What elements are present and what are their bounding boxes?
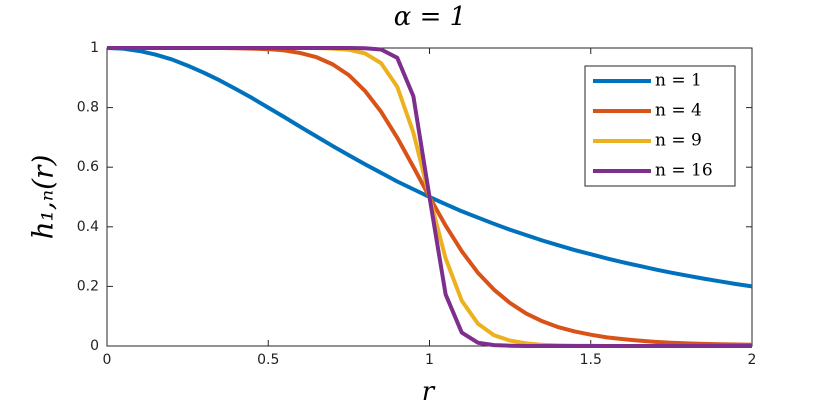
y-tick-label: 0 [90,338,99,354]
x-tick-label: 1.5 [580,352,602,368]
x-tick-label: 1 [425,352,434,368]
y-tick-label: 1 [90,40,99,56]
series-line [107,46,752,348]
legend-label: n = 9 [655,131,702,151]
y-tick-label: 0.4 [77,219,99,235]
legend-label: n = 16 [655,161,713,181]
y-axis-label: h₁,ₙ(r) [27,155,60,240]
y-tick-label: 0.8 [77,100,99,116]
x-axis-label: r [422,377,436,407]
chart-title: α = 1 [394,2,466,32]
legend-label: n = 4 [655,101,702,121]
legend-box [584,65,736,187]
y-tick-label: 0.6 [77,159,99,175]
x-tick-label: 0.5 [257,352,279,368]
legend-label: n = 1 [655,71,702,91]
y-tick-label: 0.2 [77,278,99,294]
x-tick-label: 0 [103,352,112,368]
x-tick-label: 2 [748,352,757,368]
